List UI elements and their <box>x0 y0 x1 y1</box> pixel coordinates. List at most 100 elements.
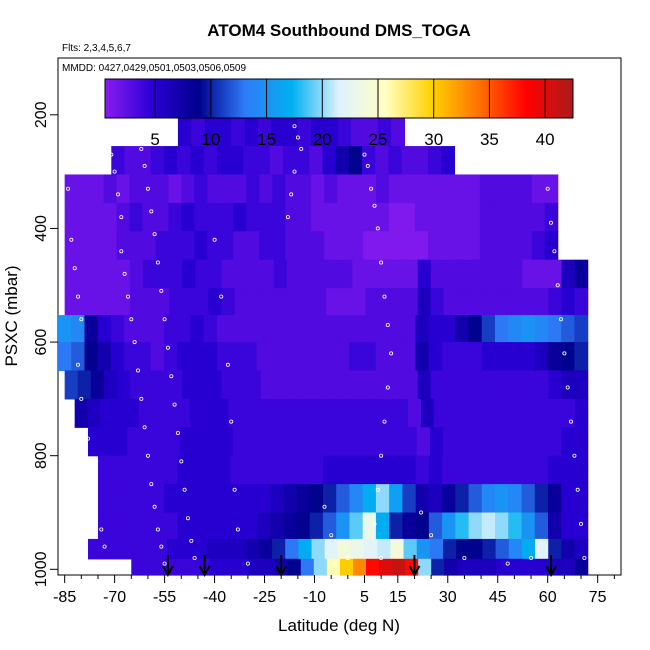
heatmap-cell <box>124 455 139 485</box>
heatmap-cell <box>366 558 380 576</box>
heatmap-cell <box>191 117 206 147</box>
sample-point <box>462 556 467 561</box>
heatmap-cell <box>427 231 442 261</box>
heatmap-cell <box>482 427 497 457</box>
heatmap-cell <box>247 370 262 400</box>
heatmap-cell <box>216 146 231 176</box>
sample-point <box>365 163 370 168</box>
heatmap-cell <box>182 288 197 316</box>
heatmap-cell <box>392 558 406 576</box>
heatmap-cell <box>408 398 422 428</box>
heatmap-cell <box>313 259 327 289</box>
sample-point <box>142 163 147 168</box>
sample-point <box>155 260 160 265</box>
heatmap-cell <box>231 117 246 147</box>
heatmap-cell <box>203 342 218 372</box>
heatmap-cell <box>322 455 337 485</box>
heatmap-cell <box>116 259 131 289</box>
heatmap-cell <box>496 370 510 400</box>
heatmap-cell <box>446 398 461 428</box>
heatmap-cell <box>466 174 481 204</box>
heatmap-cell <box>256 484 271 514</box>
heatmap-cell <box>272 231 286 261</box>
sample-point <box>375 487 380 492</box>
heatmap-cell <box>363 202 377 232</box>
sample-point <box>572 453 577 458</box>
heatmap-cell <box>375 146 390 176</box>
heatmap-cell <box>548 427 562 457</box>
heatmap-cell <box>574 558 589 576</box>
heatmap-cell <box>258 427 273 457</box>
heatmap-cell <box>150 455 165 485</box>
heatmap-cell <box>494 315 509 343</box>
heatmap-cell <box>248 558 263 576</box>
sample-point <box>79 317 84 322</box>
heatmap-cell <box>535 558 550 576</box>
heatmap-cell <box>428 342 443 372</box>
heatmap-cell <box>243 512 258 540</box>
heatmap-cell <box>221 259 236 289</box>
heatmap-cell <box>296 146 310 176</box>
heatmap-cell <box>194 174 208 204</box>
heatmap-cell <box>362 512 377 540</box>
sample-point <box>429 533 434 538</box>
heatmap-cell <box>124 342 139 372</box>
heatmap-cell <box>535 288 550 316</box>
heatmap-cell <box>103 202 118 232</box>
heatmap-cell <box>443 288 458 316</box>
heatmap-cell <box>547 455 562 485</box>
sample-point <box>102 544 107 549</box>
heatmap-cell <box>144 558 158 576</box>
heatmap-cell <box>481 455 496 485</box>
heatmap-cell <box>337 202 351 232</box>
heatmap-cell <box>479 231 494 261</box>
heatmap-cell <box>377 427 392 457</box>
heatmap-cell <box>64 288 79 316</box>
heatmap-cell <box>485 398 499 428</box>
heatmap-cell <box>402 231 416 261</box>
sample-point <box>192 556 197 561</box>
heatmap-cell <box>391 117 406 147</box>
heatmap-cell <box>311 231 325 261</box>
heatmap-cell <box>245 538 260 560</box>
heatmap-cell <box>336 315 350 343</box>
heatmap-cell <box>324 174 338 204</box>
heatmap-cell <box>287 558 302 576</box>
sample-point <box>569 419 574 424</box>
flights-note: Flts: 2,3,4,5,6,7 <box>62 43 131 54</box>
heatmap-cell <box>311 538 326 560</box>
heatmap-cell <box>283 512 298 540</box>
heatmap-cell <box>228 398 242 428</box>
x-tick-label: -10 <box>303 589 326 606</box>
heatmap-cell <box>483 259 497 289</box>
flight-marker-arrowhead <box>198 565 211 578</box>
heatmap-cell <box>496 288 510 316</box>
heatmap-cell <box>190 146 205 176</box>
heatmap-cell <box>468 315 483 343</box>
heatmap-cell <box>417 370 432 400</box>
heatmap-cell <box>90 259 105 289</box>
heatmap-cell <box>273 288 288 316</box>
heatmap-cell <box>156 370 170 400</box>
heatmap-cell <box>482 538 497 560</box>
heatmap-cell <box>203 146 218 176</box>
heatmap-cell <box>273 259 288 289</box>
sample-point <box>145 186 150 191</box>
heatmap-cell <box>443 427 457 457</box>
heatmap-cell <box>283 455 298 485</box>
heatmap-cell <box>309 146 324 176</box>
heatmap-cell <box>74 398 89 428</box>
heatmap-cell <box>391 259 406 289</box>
sample-point <box>149 209 154 214</box>
heatmap-cell <box>318 398 332 428</box>
heatmap-cell <box>137 512 152 540</box>
sample-point <box>379 453 384 458</box>
colorbar-tick-label: 40 <box>536 130 555 149</box>
heatmap-cell <box>322 484 337 514</box>
chart-title: ATOM4 Southbound DMS_TOGA <box>207 21 470 40</box>
heatmap-cell <box>71 315 86 343</box>
heatmap-cell <box>164 455 178 485</box>
heatmap-cell <box>204 117 219 147</box>
sample-point <box>152 504 157 509</box>
sample-point <box>385 322 390 327</box>
